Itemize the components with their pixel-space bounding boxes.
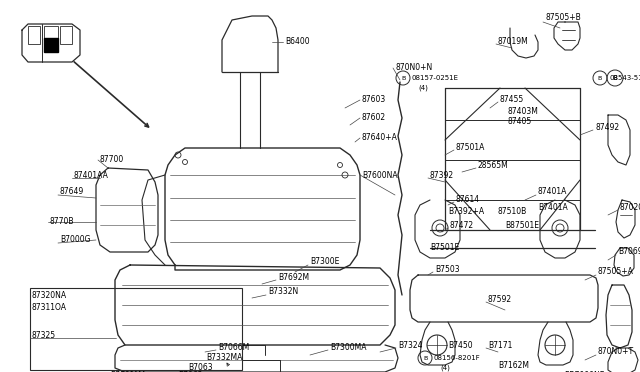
Text: B7401A: B7401A bbox=[538, 203, 568, 212]
Text: 08157-0251E: 08157-0251E bbox=[412, 75, 459, 81]
Text: 87455: 87455 bbox=[500, 96, 524, 105]
Text: 87603: 87603 bbox=[362, 96, 387, 105]
Text: B7063: B7063 bbox=[188, 363, 212, 372]
Bar bbox=[60, 26, 72, 44]
Text: B7450: B7450 bbox=[448, 340, 472, 350]
Text: 87311OA: 87311OA bbox=[32, 304, 67, 312]
Text: B7692M: B7692M bbox=[278, 273, 309, 282]
Text: 87510B: 87510B bbox=[498, 208, 527, 217]
Text: 87501A: 87501A bbox=[456, 144, 485, 153]
Text: B7501E: B7501E bbox=[430, 244, 460, 253]
Text: B7301MA: B7301MA bbox=[110, 371, 147, 372]
Text: B7600NA: B7600NA bbox=[362, 170, 397, 180]
Text: 8770B: 8770B bbox=[50, 218, 74, 227]
Text: B7300E: B7300E bbox=[310, 257, 339, 266]
Text: 87401AA: 87401AA bbox=[74, 170, 109, 180]
Text: 87392: 87392 bbox=[430, 170, 454, 180]
Text: 870N0+N: 870N0+N bbox=[395, 62, 432, 71]
Text: B7324: B7324 bbox=[398, 340, 422, 350]
Text: B7392+A: B7392+A bbox=[448, 208, 484, 217]
Text: 87403M: 87403M bbox=[508, 108, 539, 116]
Text: 870N0+T: 870N0+T bbox=[598, 347, 634, 356]
Text: (4): (4) bbox=[440, 365, 450, 371]
Text: 08156-8201F: 08156-8201F bbox=[434, 355, 481, 361]
Text: 87592: 87592 bbox=[488, 295, 512, 305]
Bar bbox=[28, 26, 40, 44]
Text: 87649: 87649 bbox=[60, 187, 84, 196]
Text: B7300MA: B7300MA bbox=[330, 343, 367, 353]
Text: 87405: 87405 bbox=[508, 118, 532, 126]
Text: B: B bbox=[598, 76, 602, 80]
Text: 28565M: 28565M bbox=[478, 160, 509, 170]
Text: (4): (4) bbox=[418, 85, 428, 91]
Text: 87019M: 87019M bbox=[498, 38, 529, 46]
Text: B7332MA: B7332MA bbox=[206, 353, 243, 362]
Text: B7503: B7503 bbox=[435, 266, 460, 275]
Bar bbox=[44, 26, 58, 44]
Bar bbox=[44, 38, 58, 52]
Text: 87700: 87700 bbox=[100, 155, 124, 164]
Text: 87602: 87602 bbox=[362, 113, 386, 122]
Text: B7066M: B7066M bbox=[218, 343, 249, 353]
Text: 87492: 87492 bbox=[595, 124, 619, 132]
Text: 87320NA: 87320NA bbox=[32, 291, 67, 299]
Text: B7332N: B7332N bbox=[268, 288, 298, 296]
Text: B6400: B6400 bbox=[285, 38, 310, 46]
Text: 87401A: 87401A bbox=[538, 187, 568, 196]
Text: 08543-51242: 08543-51242 bbox=[610, 75, 640, 81]
Text: 87640+A: 87640+A bbox=[362, 134, 398, 142]
Text: B7162M: B7162M bbox=[498, 360, 529, 369]
Text: 87505+B: 87505+B bbox=[545, 13, 580, 22]
Text: B: B bbox=[612, 75, 618, 81]
Text: B7000G: B7000G bbox=[60, 235, 90, 244]
Text: 87614: 87614 bbox=[456, 196, 480, 205]
Text: B: B bbox=[401, 76, 405, 80]
Text: 87325: 87325 bbox=[32, 330, 56, 340]
Text: RB7000NB: RB7000NB bbox=[564, 371, 605, 372]
Text: B87501E: B87501E bbox=[505, 221, 539, 230]
Text: 870200: 870200 bbox=[620, 203, 640, 212]
Text: B7062: B7062 bbox=[178, 371, 202, 372]
Text: B: B bbox=[423, 356, 427, 360]
Bar bbox=[30, 288, 242, 370]
Text: B7069: B7069 bbox=[618, 247, 640, 257]
Text: 87472: 87472 bbox=[450, 221, 474, 230]
Text: B7171: B7171 bbox=[488, 340, 513, 350]
Text: 87505+A: 87505+A bbox=[598, 267, 634, 276]
